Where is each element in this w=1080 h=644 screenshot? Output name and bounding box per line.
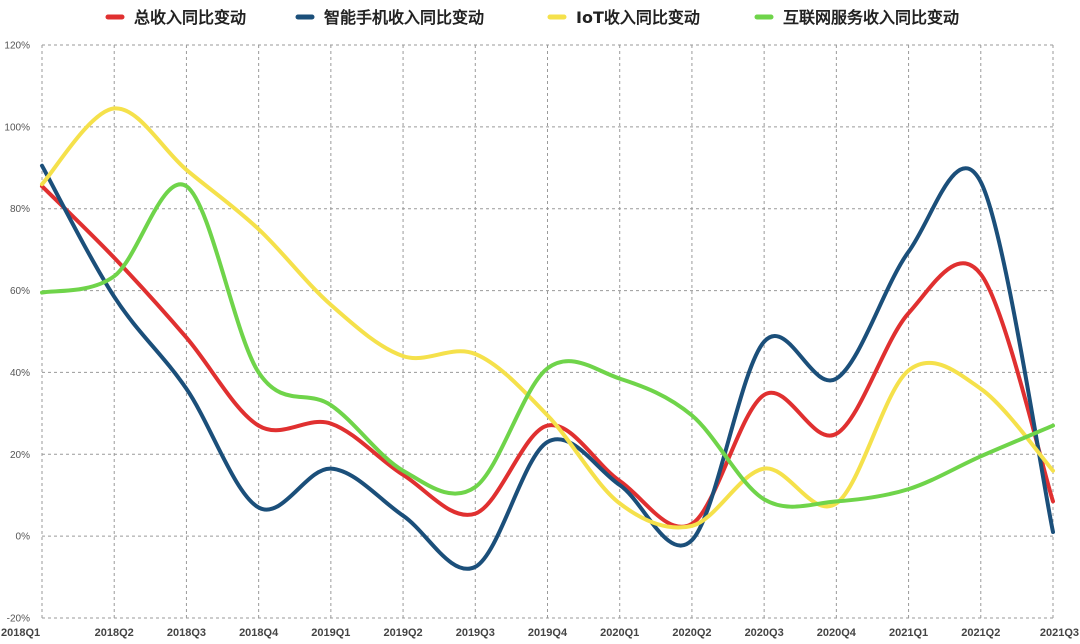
series-layer [40,106,1055,571]
legend-item: 互联网服务收入同比变动 [754,8,959,27]
y-tick-label: 80% [10,204,30,215]
x-tick-label: 2020Q3 [745,627,784,639]
y-tick-label: -20% [7,614,30,625]
x-tick-label: 2019Q2 [383,627,422,639]
series-line-1 [40,184,1055,529]
x-tick-label: 2020Q1 [600,627,639,639]
x-tick-label: 2021Q2 [961,627,1000,639]
y-tick-label: 100% [4,122,30,133]
legend-item: 总收入同比变动 [105,8,246,27]
x-tick-label: 2019Q1 [311,627,350,639]
series-line-2 [40,163,1055,571]
x-tick-label: 2018Q2 [95,627,134,639]
legend-label: 总收入同比变动 [134,8,246,27]
legend: 总收入同比变动 智能手机收入同比变动 IoT收入同比变动 互联网服务收入同比变动 [105,8,959,27]
x-tick-label: 2019Q3 [456,627,495,639]
x-tick-label: 2018Q1 [1,627,40,639]
legend-item: IoT收入同比变动 [547,8,700,27]
legend-label: IoT收入同比变动 [576,8,700,27]
x-tick-label: 2018Q4 [239,627,279,639]
y-tick-label: 40% [10,368,30,379]
series-line-4 [40,182,1055,509]
x-tick-label: 2019Q4 [528,627,568,639]
y-tick-label: 0% [16,532,31,543]
x-axis: 2018Q1 2018Q2 2018Q3 2018Q4 2019Q1 2019Q2 2019… [1,627,1079,639]
y-tick-label: 20% [10,450,30,461]
series-line-3 [40,106,1055,530]
x-tick-label: 2020Q2 [672,627,711,639]
x-tick-label: 2021Q1 [889,627,928,639]
legend-label: 互联网服务收入同比变动 [783,8,959,27]
grid [41,44,1054,619]
x-tick-label: 2018Q3 [167,627,206,639]
x-tick-label: 2020Q4 [817,627,857,639]
x-tick-label: 2021Q3 [1040,627,1079,639]
legend-item: 智能手机收入同比变动 [295,8,484,27]
y-tick-label: 60% [10,286,30,297]
legend-label: 智能手机收入同比变动 [324,8,484,27]
y-axis: -20% 0% 20% 40% 60% 80% 100% 120% [4,41,30,625]
y-tick-label: 120% [4,41,30,52]
